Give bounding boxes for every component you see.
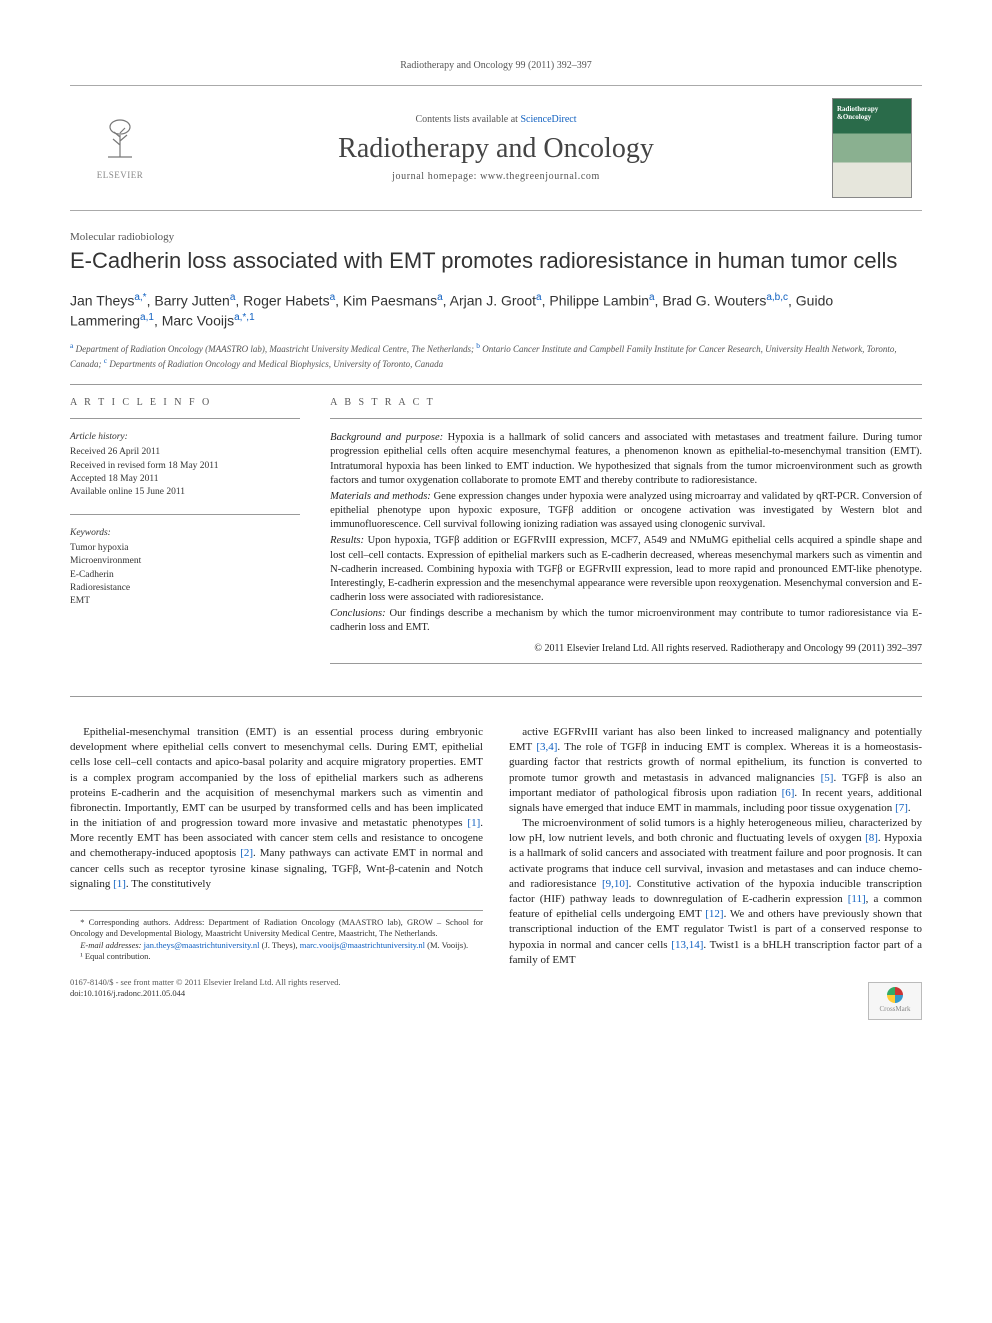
article-category: Molecular radiobiology xyxy=(70,231,922,243)
publisher-name: ELSEVIER xyxy=(97,170,144,180)
abstract-methods: Materials and methods: Gene expression c… xyxy=(330,490,922,533)
article-info-heading: A R T I C L E I N F O xyxy=(70,397,300,408)
history-label: Article history: xyxy=(70,431,300,444)
journal-title: Radiotherapy and Oncology xyxy=(160,133,832,165)
abstract-copyright: © 2011 Elsevier Ireland Ltd. All rights … xyxy=(330,642,922,656)
abstract-results: Results: Upon hypoxia, TGFβ addition or … xyxy=(330,534,922,605)
keywords-label: Keywords: xyxy=(70,527,300,540)
sciencedirect-link[interactable]: ScienceDirect xyxy=(520,114,576,125)
body-para: active EGFRvIII variant has also been li… xyxy=(509,725,922,816)
journal-cover-thumb: Radiotherapy &Oncology xyxy=(832,98,912,198)
homepage-url[interactable]: www.thegreenjournal.com xyxy=(480,171,600,182)
elsevier-tree-icon xyxy=(98,117,142,168)
corresponding-author: * Corresponding authors. Address: Depart… xyxy=(70,917,483,940)
header-citation: Radiotherapy and Oncology 99 (2011) 392–… xyxy=(70,60,922,71)
email-link[interactable]: jan.theys@maastrichtuniversity.nl xyxy=(144,940,260,950)
journal-homepage: journal homepage: www.thegreenjournal.co… xyxy=(160,171,832,182)
keywords-list: Tumor hypoxia Microenvironment E-Cadheri… xyxy=(70,542,300,608)
body-para: The microenvironment of solid tumors is … xyxy=(509,816,922,968)
publisher-logo: ELSEVIER xyxy=(80,117,160,180)
divider xyxy=(70,696,922,697)
article-info-column: A R T I C L E I N F O Article history: R… xyxy=(70,397,300,676)
abstract-background: Background and purpose: Hypoxia is a hal… xyxy=(330,431,922,488)
doi[interactable]: doi:10.1016/j.radonc.2011.05.044 xyxy=(70,988,341,999)
abstract-conclusions: Conclusions: Our findings describe a mec… xyxy=(330,607,922,635)
abstract-column: A B S T R A C T Background and purpose: … xyxy=(330,397,922,676)
email-addresses: E-mail addresses: jan.theys@maastrichtun… xyxy=(70,940,483,951)
footer-issn: 0167-8140/$ - see front matter © 2011 El… xyxy=(70,977,341,999)
body-column-right: active EGFRvIII variant has also been li… xyxy=(509,725,922,1020)
affiliations: a Department of Radiation Oncology (MAAS… xyxy=(70,341,922,370)
body-para: Epithelial-mesenchymal transition (EMT) … xyxy=(70,725,483,892)
author-list: Jan Theysa,*, Barry Juttena, Roger Habet… xyxy=(70,291,922,332)
divider xyxy=(70,384,922,385)
body-column-left: Epithelial-mesenchymal transition (EMT) … xyxy=(70,725,483,1020)
email-link[interactable]: marc.vooijs@maastrichtuniversity.nl xyxy=(300,940,425,950)
equal-contribution: ¹ Equal contribution. xyxy=(70,951,483,962)
crossmark-icon xyxy=(887,987,903,1003)
article-title: E-Cadherin loss associated with EMT prom… xyxy=(70,247,922,275)
body-text: Epithelial-mesenchymal transition (EMT) … xyxy=(70,725,922,1020)
abstract-heading: A B S T R A C T xyxy=(330,397,922,408)
footnotes: * Corresponding authors. Address: Depart… xyxy=(70,910,483,963)
crossmark-badge[interactable]: CrossMark xyxy=(868,982,922,1020)
history-dates: Received 26 April 2011 Received in revis… xyxy=(70,446,300,499)
contents-available: Contents lists available at ScienceDirec… xyxy=(160,114,832,125)
masthead: ELSEVIER Contents lists available at Sci… xyxy=(70,85,922,211)
